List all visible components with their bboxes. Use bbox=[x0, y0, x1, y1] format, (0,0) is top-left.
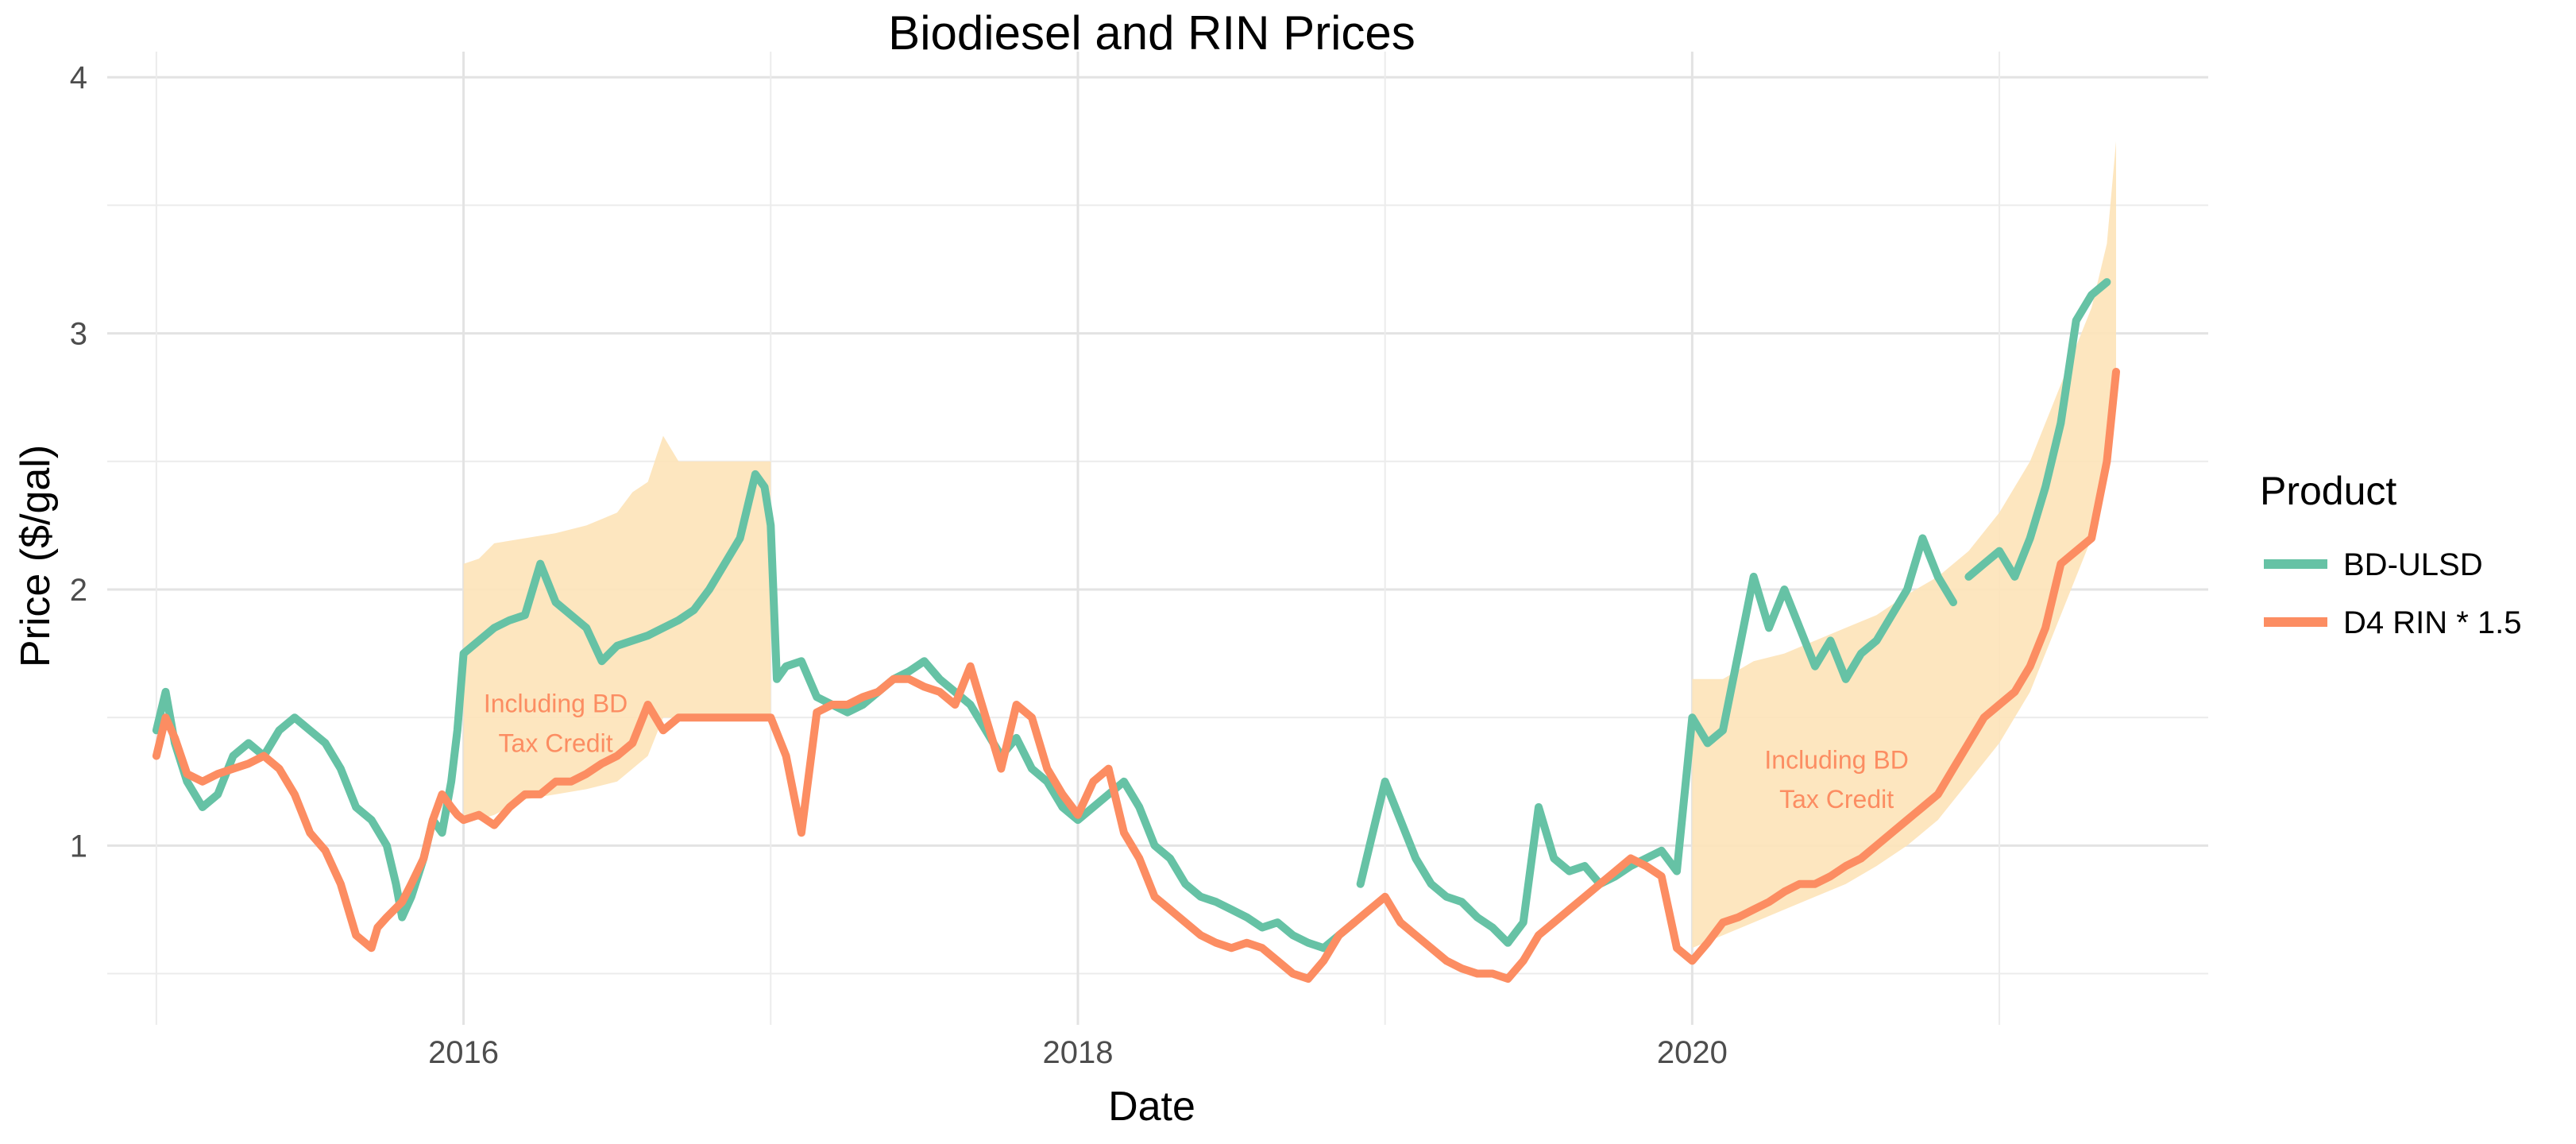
y-tick-label-3: 3 bbox=[70, 317, 87, 352]
annotation-2020-line-0: Including BD bbox=[1764, 746, 1908, 775]
annotation-2020-line-1: Tax Credit bbox=[1779, 785, 1894, 814]
chart-title: Biodiesel and RIN Prices bbox=[888, 6, 1415, 60]
axes: 1 2 3 4 2016 2018 2020 bbox=[70, 60, 1728, 1070]
legend: Product BD-ULSD D4 RIN * 1.5 bbox=[2260, 469, 2522, 640]
annotation-2016: Including BD Tax Credit bbox=[484, 690, 628, 758]
tax-credit-band-2020 bbox=[1692, 141, 2116, 949]
series-lines bbox=[152, 278, 2120, 983]
x-tick-label-2018: 2018 bbox=[1042, 1035, 1113, 1070]
annotation-2020: Including BD Tax Credit bbox=[1764, 746, 1908, 814]
legend-label-bd-ulsd: BD-ULSD bbox=[2343, 547, 2483, 582]
tax-credit-band-2016 bbox=[463, 435, 771, 821]
series-line-bd-ulsd-2 bbox=[1964, 278, 2111, 581]
y-tick-label-4: 4 bbox=[70, 60, 87, 95]
y-tick-label-2: 2 bbox=[70, 573, 87, 608]
y-axis-label: Price ($/gal) bbox=[13, 445, 59, 667]
x-tick-label-2020: 2020 bbox=[1657, 1035, 1728, 1070]
annotation-2016-line-1: Tax Credit bbox=[499, 729, 613, 757]
series-line-bd-ulsd-1 bbox=[1356, 534, 1957, 947]
x-axis-label: Date bbox=[1108, 1084, 1195, 1130]
y-tick-label-1: 1 bbox=[70, 829, 87, 864]
annotations: Including BD Tax Credit Including BD Tax Cr… bbox=[484, 690, 1909, 814]
legend-label-d4-rin: D4 RIN * 1.5 bbox=[2343, 605, 2522, 640]
series-line-d4-rin-1-5-0 bbox=[152, 368, 2120, 983]
legend-title: Product bbox=[2260, 469, 2396, 513]
series-line-bd-ulsd-0 bbox=[152, 470, 1358, 953]
x-tick-label-2016: 2016 bbox=[428, 1035, 499, 1070]
ribbons bbox=[463, 141, 2116, 949]
annotation-2016-line-0: Including BD bbox=[484, 690, 628, 718]
